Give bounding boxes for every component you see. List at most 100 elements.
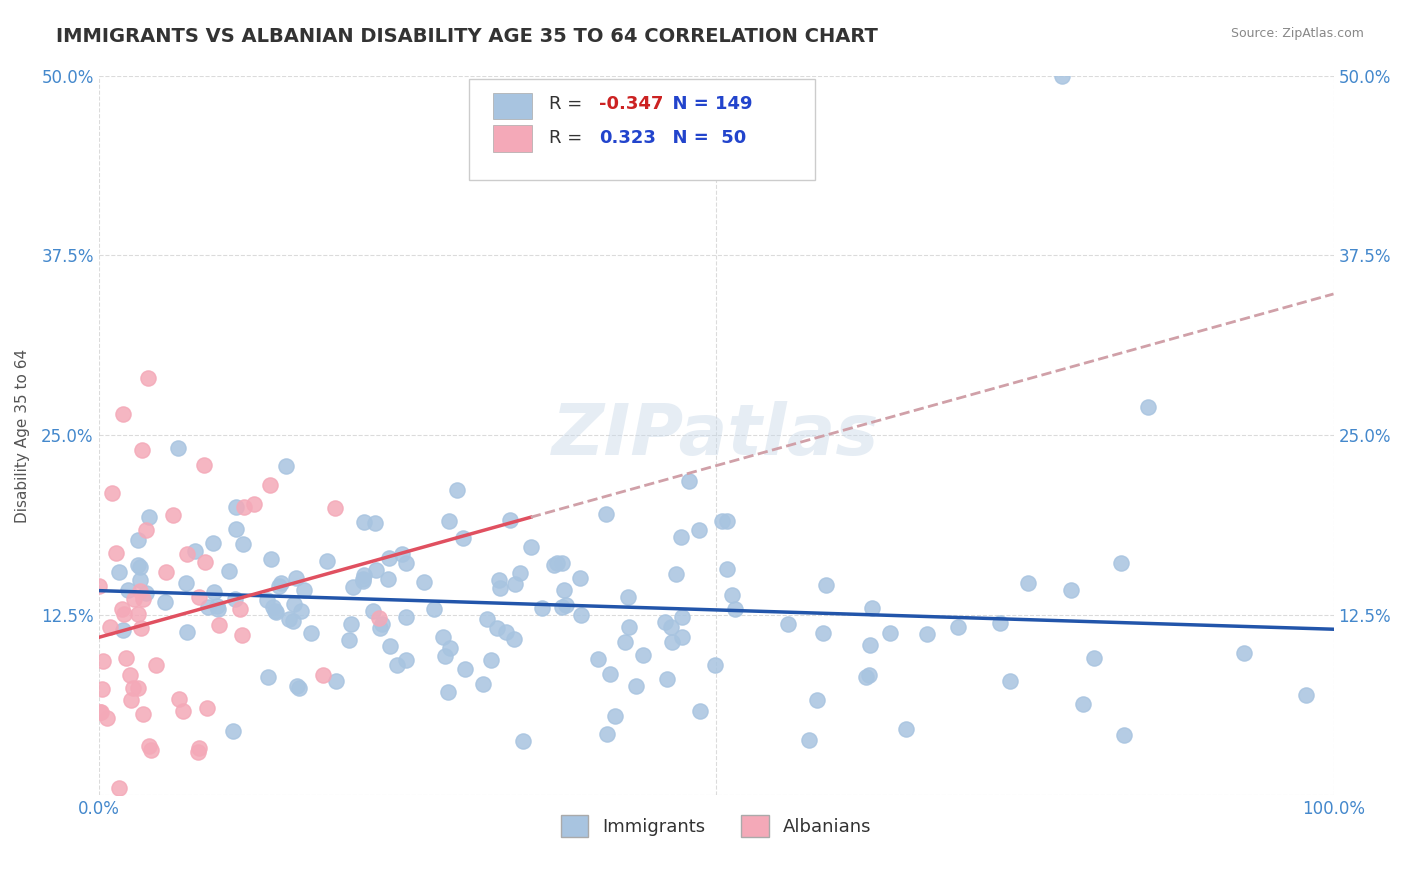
Point: [368, 621, 391, 635]
Text: IMMIGRANTS VS ALBANIAN DISABILITY AGE 35 TO 64 CORRELATION CHART: IMMIGRANTS VS ALBANIAN DISABILITY AGE 35…: [56, 27, 879, 45]
Point: [520, 540, 543, 554]
Point: [288, 681, 311, 695]
Point: [120, 692, 142, 706]
Point: [661, 635, 683, 649]
Point: [193, 458, 215, 472]
Point: [716, 561, 738, 575]
Point: [998, 673, 1021, 688]
Text: R =: R =: [550, 95, 588, 113]
Point: [917, 627, 939, 641]
Point: [232, 537, 254, 551]
Point: [278, 612, 301, 626]
Point: [859, 638, 882, 652]
Point: [502, 632, 524, 647]
Point: [391, 547, 413, 561]
Point: [132, 707, 155, 722]
Point: [378, 550, 401, 565]
Point: [595, 507, 617, 521]
Point: [155, 595, 177, 609]
Point: [894, 722, 917, 736]
Point: [665, 567, 688, 582]
Point: [187, 745, 209, 759]
Point: [1109, 556, 1132, 570]
Point: [231, 628, 253, 642]
Point: [395, 653, 418, 667]
Point: [553, 583, 575, 598]
Text: N = 149: N = 149: [661, 95, 754, 113]
Point: [617, 590, 640, 604]
Point: [139, 743, 162, 757]
Point: [619, 620, 641, 634]
Point: [90, 705, 112, 719]
Point: [586, 652, 609, 666]
Point: [353, 568, 375, 582]
Point: [281, 614, 304, 628]
Point: [208, 618, 231, 632]
Point: [778, 616, 800, 631]
Point: [437, 684, 460, 698]
Point: [371, 617, 394, 632]
Point: [858, 668, 880, 682]
Point: [806, 693, 828, 707]
Point: [339, 633, 361, 648]
Point: [353, 516, 375, 530]
Point: [364, 516, 387, 530]
Point: [364, 563, 387, 577]
Point: [378, 639, 401, 653]
Point: [167, 442, 190, 456]
Point: [454, 662, 477, 676]
Point: [531, 601, 554, 615]
Text: Source: ZipAtlas.com: Source: ZipAtlas.com: [1230, 27, 1364, 40]
Point: [176, 624, 198, 639]
Point: [659, 620, 682, 634]
Point: [112, 607, 135, 621]
Point: [596, 727, 619, 741]
Point: [218, 565, 240, 579]
Point: [503, 577, 526, 591]
Point: [112, 407, 135, 421]
Point: [131, 442, 153, 457]
Point: [194, 555, 217, 569]
Point: [128, 583, 150, 598]
Point: [127, 607, 149, 621]
Point: [342, 581, 364, 595]
Point: [475, 612, 498, 626]
Point: [671, 630, 693, 644]
Point: [197, 600, 219, 615]
Point: [174, 575, 197, 590]
Point: [550, 556, 572, 570]
Point: [339, 616, 361, 631]
Point: [96, 711, 118, 725]
Point: [315, 554, 337, 568]
Point: [1050, 69, 1073, 83]
Point: [367, 610, 389, 624]
Point: [129, 621, 152, 635]
Point: [546, 556, 568, 570]
Point: [256, 593, 278, 607]
Point: [489, 581, 512, 595]
Point: [486, 621, 509, 635]
Point: [624, 679, 647, 693]
Point: [283, 597, 305, 611]
FancyBboxPatch shape: [492, 93, 531, 120]
Point: [225, 522, 247, 536]
Point: [233, 500, 256, 514]
Point: [127, 558, 149, 573]
Point: [716, 514, 738, 528]
Point: [312, 667, 335, 681]
Point: [91, 681, 114, 696]
Point: [678, 474, 700, 488]
Point: [395, 609, 418, 624]
Point: [108, 566, 131, 580]
Point: [262, 600, 284, 615]
Point: [495, 625, 517, 640]
Point: [155, 565, 177, 579]
Point: [603, 709, 626, 723]
Point: [814, 578, 837, 592]
Point: [688, 523, 710, 537]
FancyBboxPatch shape: [470, 79, 815, 180]
Point: [122, 592, 145, 607]
Point: [439, 641, 461, 656]
Point: [284, 571, 307, 585]
Point: [446, 483, 468, 497]
